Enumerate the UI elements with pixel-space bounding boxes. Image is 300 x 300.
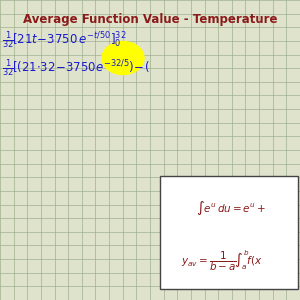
Text: $y_{av} = \dfrac{1}{b-a}\!\int_a^b\! f(x$: $y_{av} = \dfrac{1}{b-a}\!\int_a^b\! f(x…	[181, 248, 262, 273]
Text: Average Function Value - Temperature: Average Function Value - Temperature	[23, 13, 277, 26]
Ellipse shape	[102, 41, 144, 74]
FancyBboxPatch shape	[160, 176, 298, 289]
Text: $\frac{1}{32}\!\left[21t\!-\!3750\,e^{-t/50}\right]_0^{32}$: $\frac{1}{32}\!\left[21t\!-\!3750\,e^{-t…	[2, 29, 127, 51]
Text: $\int e^u\,du = e^u +$: $\int e^u\,du = e^u +$	[196, 199, 267, 217]
Text: $\frac{1}{32}\!\left[(21{\cdot}32\!-\!3750e^{-32/5}\right)\!-\!($: $\frac{1}{32}\!\left[(21{\cdot}32\!-\!37…	[2, 57, 150, 79]
